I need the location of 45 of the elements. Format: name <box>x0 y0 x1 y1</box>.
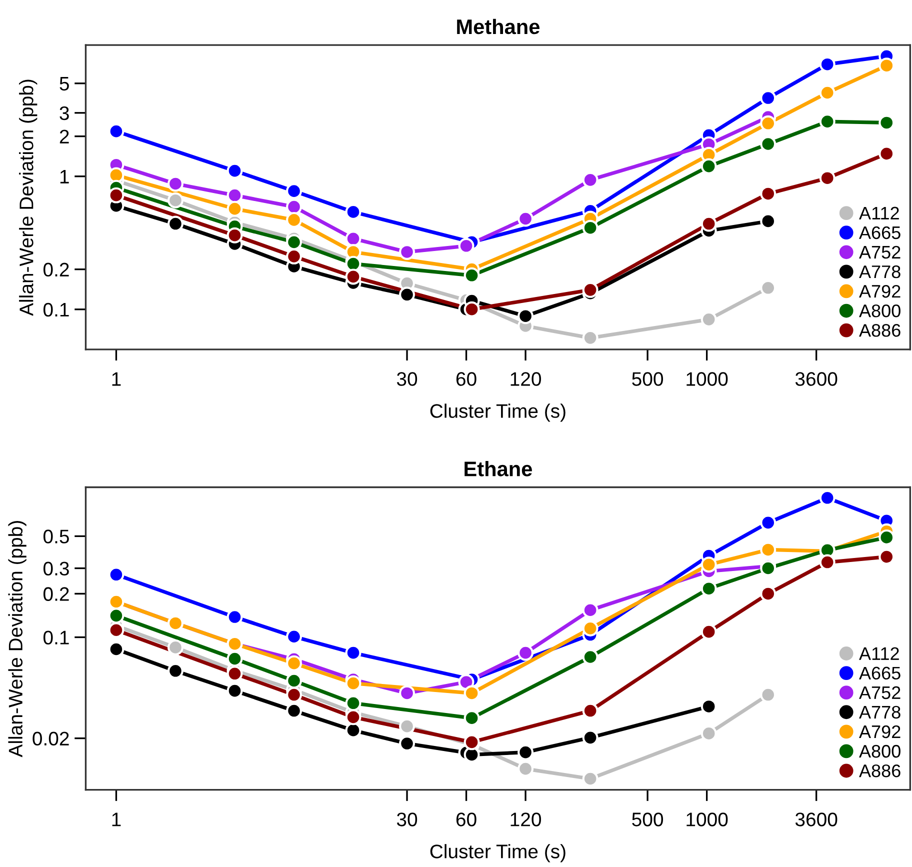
x-tick-label: 500 <box>632 812 664 826</box>
legend-label: A665 <box>859 666 900 680</box>
x-axis-title: Cluster Time (s) <box>430 404 566 422</box>
y-tick-label: 2 <box>60 130 69 144</box>
legend-label: A792 <box>859 284 900 298</box>
legend-label: A752 <box>859 246 900 259</box>
legend-label: A665 <box>859 226 900 240</box>
legend-label: A752 <box>859 686 900 700</box>
legend-label: A112 <box>859 206 899 220</box>
x-tick-label: 30 <box>396 812 418 826</box>
y-axis-title: Allan-Werle Deviation (ppb) <box>8 521 26 758</box>
x-tick-label: 120 <box>510 812 541 826</box>
legend-label: A792 <box>859 725 900 738</box>
y-tick-label: 0.2 <box>43 262 69 277</box>
y-tick-label: 0.1 <box>43 630 69 644</box>
x-axis-title: Cluster Time (s) <box>430 844 566 862</box>
legend-label: A886 <box>859 764 900 778</box>
legend-label: A800 <box>859 304 900 318</box>
x-tick-label: 3600 <box>795 812 838 826</box>
y-tick-label: 0.02 <box>32 732 69 746</box>
x-tick-label: 3600 <box>795 372 838 386</box>
legend-label: A886 <box>859 324 900 337</box>
x-tick-label: 1 <box>112 372 121 386</box>
legend-label: A778 <box>859 265 900 278</box>
y-tick-label: 0.5 <box>43 530 69 544</box>
x-tick-label: 30 <box>396 372 418 386</box>
x-tick-label: 500 <box>632 372 664 386</box>
y-tick-label: 0.2 <box>43 587 69 601</box>
y-tick-label: 3 <box>60 106 69 120</box>
x-tick-label: 120 <box>510 372 541 386</box>
legend-label: A800 <box>859 744 900 758</box>
x-tick-label: 1 <box>112 812 121 826</box>
x-tick-label: 60 <box>456 812 476 826</box>
y-tick-label: 0.1 <box>43 302 69 317</box>
legend-label: A112 <box>859 647 899 660</box>
y-tick-label: 0.3 <box>43 562 69 576</box>
y-axis-title: Allan-Werle Deviation (ppb) <box>19 80 38 316</box>
x-tick-label: 60 <box>456 372 476 386</box>
x-tick-label: 1000 <box>686 812 728 826</box>
x-tick-label: 1000 <box>686 372 728 386</box>
legend-label: A778 <box>859 706 900 719</box>
chart-title: Methane <box>457 18 540 34</box>
chart-title: Ethane <box>464 461 532 476</box>
y-tick-label: 5 <box>60 77 69 91</box>
y-tick-label: 1 <box>60 170 69 184</box>
